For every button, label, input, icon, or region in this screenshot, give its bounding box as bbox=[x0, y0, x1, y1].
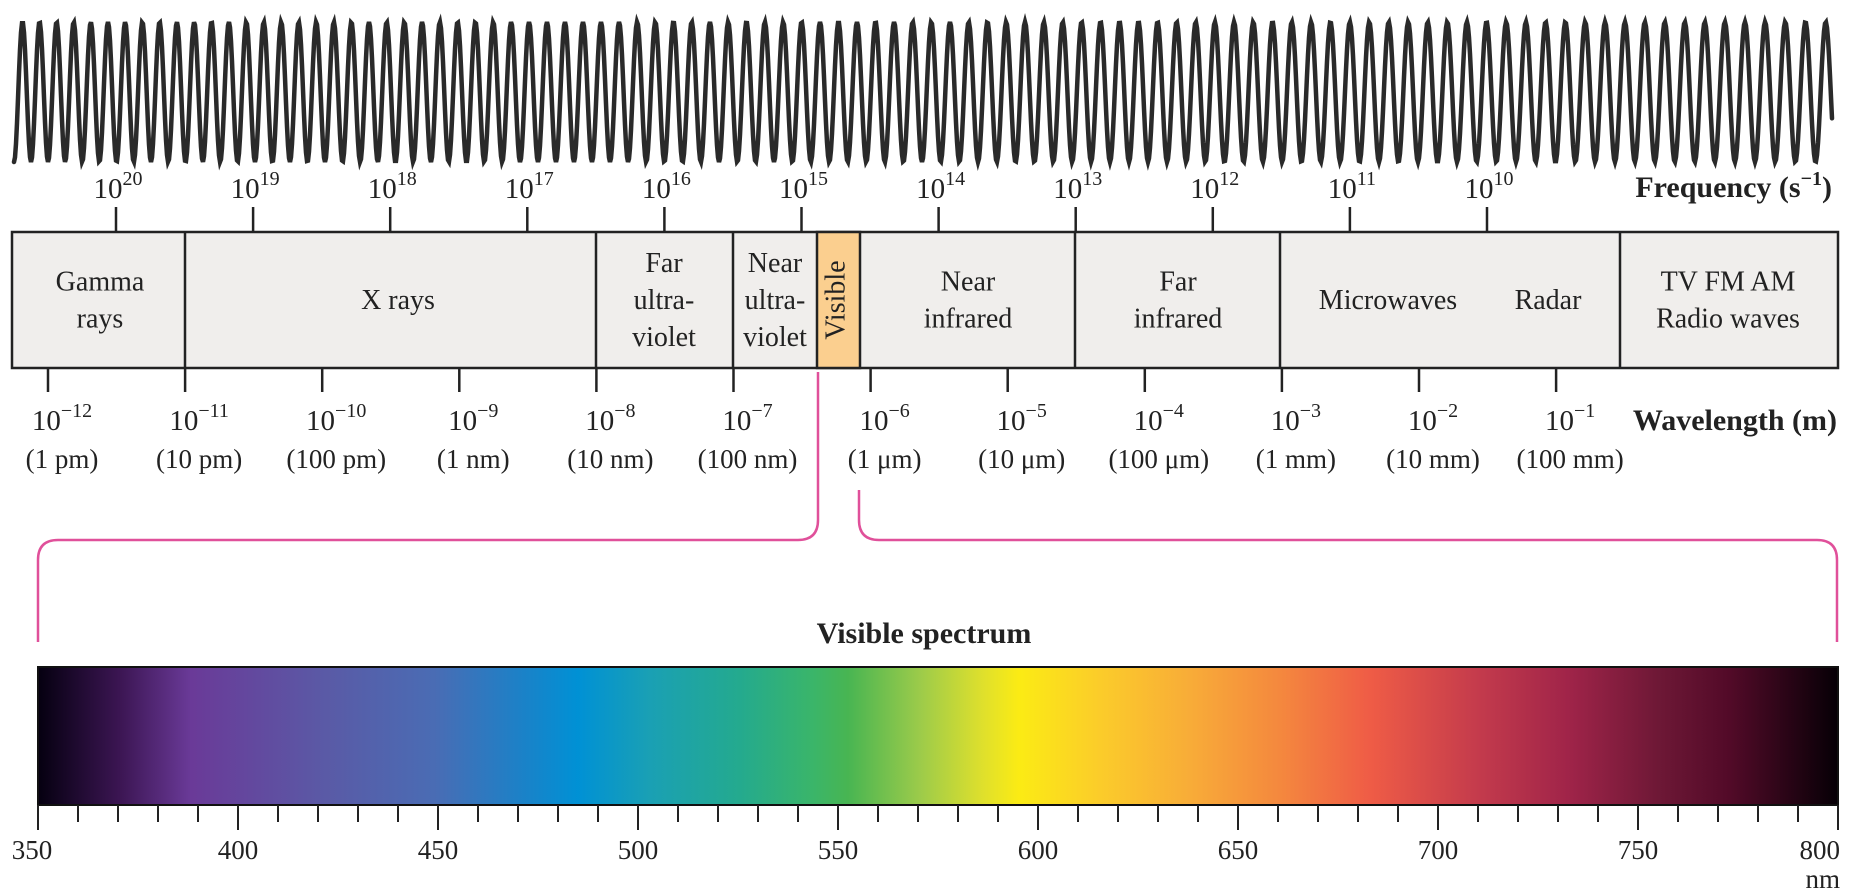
frequency-tick-label: 1015 bbox=[779, 168, 828, 205]
wavelength-tick-sublabel: (10 nm) bbox=[567, 444, 653, 474]
wavelength-tick-label: 10−8 bbox=[585, 400, 635, 437]
band-frame bbox=[10, 230, 1840, 370]
wave-decoration bbox=[11, 13, 1835, 171]
region-label-far-ir: Far bbox=[1159, 267, 1197, 298]
frequency-tick-label: 1013 bbox=[1053, 168, 1102, 205]
nm-tick-label: 650 bbox=[1218, 835, 1259, 865]
nm-tick-label: 700 bbox=[1418, 835, 1459, 865]
wavelength-tick-sublabel: (100 pm) bbox=[286, 444, 386, 474]
wavelength-axis-title: Wavelength (m) bbox=[1633, 404, 1837, 437]
wavelength-tick-label: 10−4 bbox=[1134, 400, 1184, 437]
wavelength-tick-sublabel: (100 μm) bbox=[1108, 444, 1209, 474]
frequency-axis: 1020 1019 1018 1017 1016 1015 1014 1013 1012 1011… bbox=[94, 168, 1514, 232]
frequency-tick-label: 1010 bbox=[1465, 168, 1514, 205]
nm-tick-label: 750 bbox=[1618, 835, 1659, 865]
visible-spectrum-bar bbox=[37, 666, 1839, 806]
region-label-far-ir: infrared bbox=[1134, 304, 1223, 335]
wavelength-tick-label: 10−12 bbox=[32, 400, 92, 437]
wavelength-tick-sublabel: (1 mm) bbox=[1256, 444, 1336, 474]
region-label-visible: Visible bbox=[820, 260, 851, 339]
region-label-near-uv: ultra- bbox=[745, 285, 806, 316]
region-label-near-uv: Near bbox=[748, 248, 803, 279]
region-label-far-uv: ultra- bbox=[634, 285, 695, 316]
region-label-gamma: rays bbox=[77, 304, 124, 335]
nm-tick-label: 800 bbox=[1800, 835, 1841, 865]
frequency-tick-label: 1014 bbox=[916, 168, 965, 205]
region-label-far-uv: Far bbox=[645, 248, 683, 279]
frequency-tick-label: 1019 bbox=[231, 168, 280, 205]
frequency-tick-label: 1012 bbox=[1190, 168, 1239, 205]
region-label-near-ir: Near bbox=[941, 267, 996, 298]
wavelength-tick-label: 10−9 bbox=[448, 400, 498, 437]
visible-region-box bbox=[815, 230, 862, 370]
region-label-near-uv: violet bbox=[743, 322, 807, 353]
nm-tick-label: 450 bbox=[418, 835, 459, 865]
wavelength-tick-sublabel: (100 mm) bbox=[1516, 444, 1623, 474]
wavelength-tick-sublabel: (1 pm) bbox=[26, 444, 99, 474]
region-label-near-ir: infrared bbox=[924, 304, 1013, 335]
wavelength-tick-label: 10−3 bbox=[1271, 400, 1321, 437]
wavelength-tick-sublabel: (1 nm) bbox=[437, 444, 510, 474]
region-label-gamma: Gamma bbox=[56, 267, 145, 298]
wavelength-tick-label: 10−2 bbox=[1408, 400, 1458, 437]
nm-tick-label: 350 bbox=[12, 835, 53, 865]
wavelength-tick-sublabel: (1 μm) bbox=[848, 444, 922, 474]
wavelength-tick-label: 10−1 bbox=[1545, 400, 1595, 437]
wavelength-tick-sublabel: (10 μm) bbox=[978, 444, 1065, 474]
visible-connector-right bbox=[857, 490, 1839, 642]
region-label-microwaves: Microwaves bbox=[1319, 285, 1457, 316]
nm-tick-label: 550 bbox=[818, 835, 859, 865]
nm-tick-label: 400 bbox=[218, 835, 259, 865]
wavelength-tick-sublabel: (100 nm) bbox=[698, 444, 798, 474]
frequency-tick-label: 1020 bbox=[94, 168, 143, 205]
spectrum-band: Gamma rays X rays Far ultra-violet Near ultra-… bbox=[10, 230, 1840, 370]
frequency-tick-label: 1011 bbox=[1328, 168, 1376, 205]
region-label-radio: TV FM AM bbox=[1661, 267, 1796, 298]
region-label-radio: Radio waves bbox=[1656, 304, 1800, 335]
region-label-far-uv: violet bbox=[632, 322, 696, 353]
frequency-axis-title: Frequency (s−1) bbox=[1635, 168, 1832, 204]
wavelength-tick-sublabel: (10 pm) bbox=[156, 444, 242, 474]
nm-axis: 350 400 450 500 550 600 650 700 750 800 bbox=[12, 805, 1840, 865]
frequency-tick-label: 1016 bbox=[642, 168, 691, 205]
region-label-radar: Radar bbox=[1515, 285, 1583, 316]
frequency-tick-label: 1018 bbox=[368, 168, 417, 205]
wavelength-tick-label: 10−10 bbox=[306, 400, 366, 437]
nm-tick-label: 500 bbox=[618, 835, 659, 865]
nm-unit-label: nm bbox=[1805, 864, 1840, 894]
visible-connector-left bbox=[36, 372, 820, 642]
region-label-xrays: X rays bbox=[361, 285, 435, 316]
visible-spectrum-title: Visible spectrum bbox=[817, 617, 1032, 650]
nm-tick-label: 600 bbox=[1018, 835, 1059, 865]
wavelength-axis: 10−12 (1 pm) 10−11 (10 pm) 10−10 (100 pm) 10−9… bbox=[26, 368, 1624, 474]
frequency-tick-label: 1017 bbox=[505, 168, 554, 205]
wavelength-tick-sublabel: (10 mm) bbox=[1386, 444, 1480, 474]
wavelength-tick-label: 10−11 bbox=[169, 400, 229, 437]
wavelength-tick-label: 10−6 bbox=[859, 400, 909, 437]
wavelength-tick-label: 10−7 bbox=[722, 400, 772, 437]
wavelength-tick-label: 10−5 bbox=[997, 400, 1047, 437]
